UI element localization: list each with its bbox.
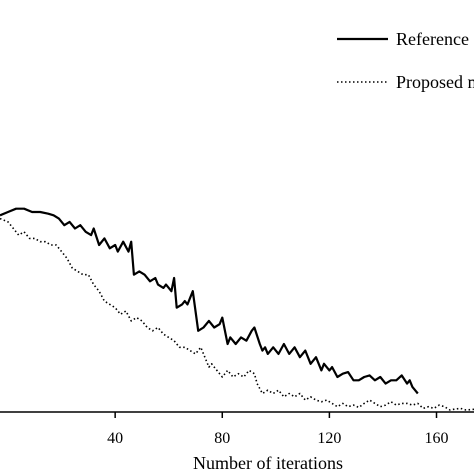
x-axis-label: Number of iterations xyxy=(193,453,343,473)
legend: Reference Proposed m xyxy=(337,29,474,92)
plot-lines xyxy=(0,207,474,411)
x-tick-label-160: 160 xyxy=(425,430,449,447)
series-line-reference xyxy=(0,207,419,395)
legend-label-proposed: Proposed m xyxy=(396,72,474,92)
x-axis-ticks: 40 80 120 160 xyxy=(107,412,449,447)
series-line-proposed xyxy=(0,217,474,411)
x-tick-label-120: 120 xyxy=(317,430,341,447)
x-tick-label-40: 40 xyxy=(107,430,123,447)
x-tick-label-80: 80 xyxy=(214,430,230,447)
legend-label-reference: Reference xyxy=(396,29,469,49)
